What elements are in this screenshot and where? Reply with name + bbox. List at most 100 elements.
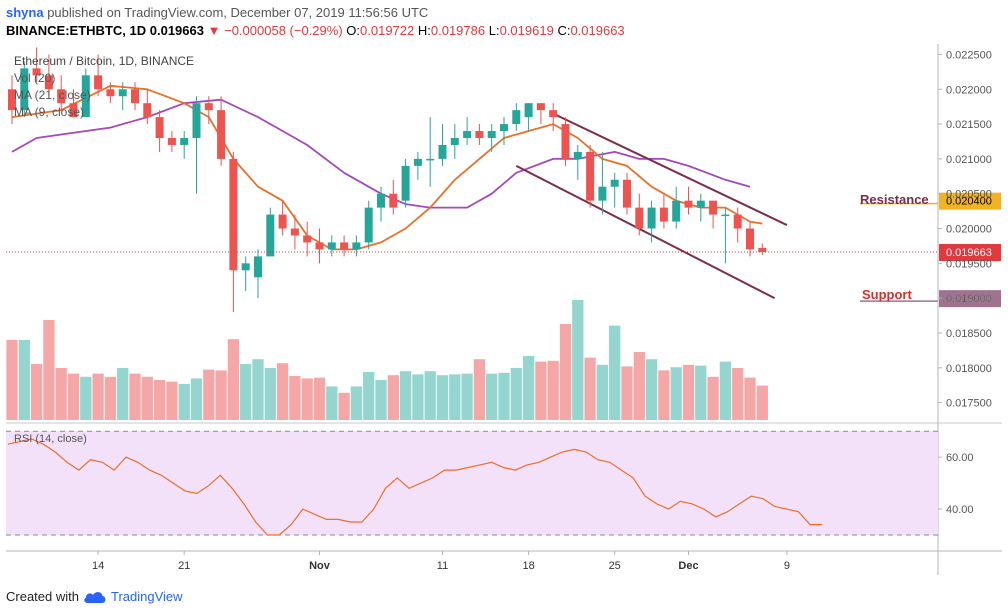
volume-bar — [55, 368, 67, 420]
candle-body — [561, 124, 570, 159]
trend-channel — [515, 112, 788, 300]
volume-bar — [43, 320, 55, 420]
volume-bar — [117, 368, 129, 420]
candle-body — [118, 89, 127, 97]
price-pane[interactable] — [6, 44, 938, 420]
candle-body — [635, 207, 644, 229]
volume-bar — [609, 325, 621, 420]
ma21-line — [11, 84, 763, 251]
volume-bar — [498, 372, 510, 420]
candle-body — [241, 263, 250, 271]
candle-body — [401, 165, 410, 201]
volume-bar — [744, 377, 756, 420]
levels: 0.020400 0.019000 0.019663 — [6, 192, 1001, 308]
support-price-label: 0.019000 — [946, 293, 992, 305]
price-tick-label: 0.022000 — [946, 84, 992, 96]
volume-bar — [350, 386, 363, 420]
candle-body — [672, 200, 681, 222]
last-price: 0.019663 — [149, 23, 204, 38]
volume-bar — [621, 366, 633, 420]
volume-bar — [326, 386, 338, 420]
candle-body — [463, 131, 472, 138]
candle-body — [610, 179, 619, 187]
price-tick-label: 0.021000 — [946, 154, 992, 166]
candle-body — [500, 124, 508, 132]
volume-bar — [190, 378, 203, 420]
volume-bar — [424, 371, 436, 420]
time-tick-label: Nov — [309, 560, 331, 572]
candle-body — [536, 103, 545, 111]
candle-body — [573, 151, 582, 159]
time-tick-label: 18 — [522, 560, 534, 572]
volume-bar — [6, 340, 18, 420]
candle-body — [20, 68, 29, 111]
candle-body — [426, 158, 435, 161]
volume-bar — [436, 375, 449, 420]
candle-body — [709, 200, 718, 215]
volume-bar — [92, 373, 104, 420]
rsi-indicator: 40.00 60.00 — [7, 438, 974, 536]
resistance-price-label: 0.020400 — [946, 196, 992, 208]
price-change: −0.000058 (−0.29%) — [224, 23, 343, 38]
volume-bar — [756, 385, 768, 420]
candle-body — [438, 144, 447, 159]
price-tick-label: 0.019500 — [946, 258, 992, 270]
volume-bar — [338, 392, 350, 420]
candle-body — [180, 138, 189, 145]
price-tick-label: 0.020000 — [946, 224, 992, 236]
volume-bar — [153, 380, 166, 420]
volume-bar — [645, 359, 658, 420]
volume-bar — [80, 376, 92, 420]
rsi-band-group — [6, 430, 938, 536]
footer: Created with TradingView — [6, 589, 183, 604]
created-with-label: Created with — [6, 589, 79, 604]
publish-line: shyna published on TradingView.com, Dece… — [6, 4, 625, 22]
volume-bar — [289, 376, 301, 420]
volume-legend: Vol (20) — [14, 71, 55, 85]
last-price-label: 0.019663 — [946, 247, 992, 259]
low-label: L: — [488, 23, 500, 38]
volume-bar — [732, 368, 744, 420]
volume-bar — [67, 373, 80, 420]
price-axis-ticks: 0.017500 0.018000 0.018500 0.019000 0.019500… — [938, 49, 992, 410]
volume-bar — [178, 384, 190, 420]
volume-bar — [547, 360, 559, 420]
candle-body — [758, 247, 767, 252]
down-arrow-icon: ▼ — [207, 23, 221, 38]
price-tick-label: 0.022500 — [946, 49, 992, 61]
candle-body — [32, 68, 41, 76]
candle-body — [69, 103, 78, 118]
candle-body — [327, 242, 336, 250]
support-annotation: Support — [862, 287, 912, 302]
candle-body — [696, 200, 705, 208]
volume-bar — [461, 373, 473, 420]
candle-body — [167, 138, 176, 145]
symbol-label: BINANCE:ETHBTC, 1D — [6, 23, 147, 38]
candle-body — [94, 75, 103, 90]
high-label: H: — [417, 23, 431, 38]
candle-body — [524, 103, 533, 118]
candle-body — [303, 235, 312, 243]
candle-body — [229, 158, 238, 271]
volume-bars — [6, 300, 768, 420]
candle-body — [192, 103, 201, 138]
candle-body — [598, 186, 607, 201]
channel-lower-line — [515, 164, 776, 300]
ma21-legend: MA (21, close) — [14, 88, 91, 102]
channel-upper-line — [552, 112, 788, 226]
price-tick-label: 0.019000 — [946, 293, 992, 305]
candle-body — [549, 110, 558, 118]
volume-bar — [535, 361, 547, 420]
support-price-box — [939, 290, 1001, 308]
volume-bar — [584, 357, 596, 420]
volume-bar — [559, 324, 572, 420]
volume-bar — [375, 380, 387, 420]
candle-body — [746, 228, 754, 250]
volume-bar — [670, 367, 682, 420]
volume-bar — [522, 356, 535, 420]
volume-bar — [264, 368, 276, 420]
tradingview-brand[interactable]: TradingView — [110, 589, 183, 604]
volume-bar — [276, 363, 289, 420]
author-name[interactable]: shyna — [6, 5, 44, 20]
